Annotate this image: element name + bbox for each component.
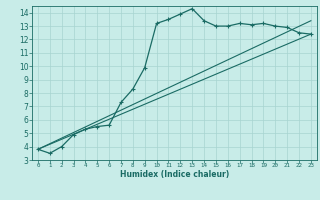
X-axis label: Humidex (Indice chaleur): Humidex (Indice chaleur) bbox=[120, 170, 229, 179]
